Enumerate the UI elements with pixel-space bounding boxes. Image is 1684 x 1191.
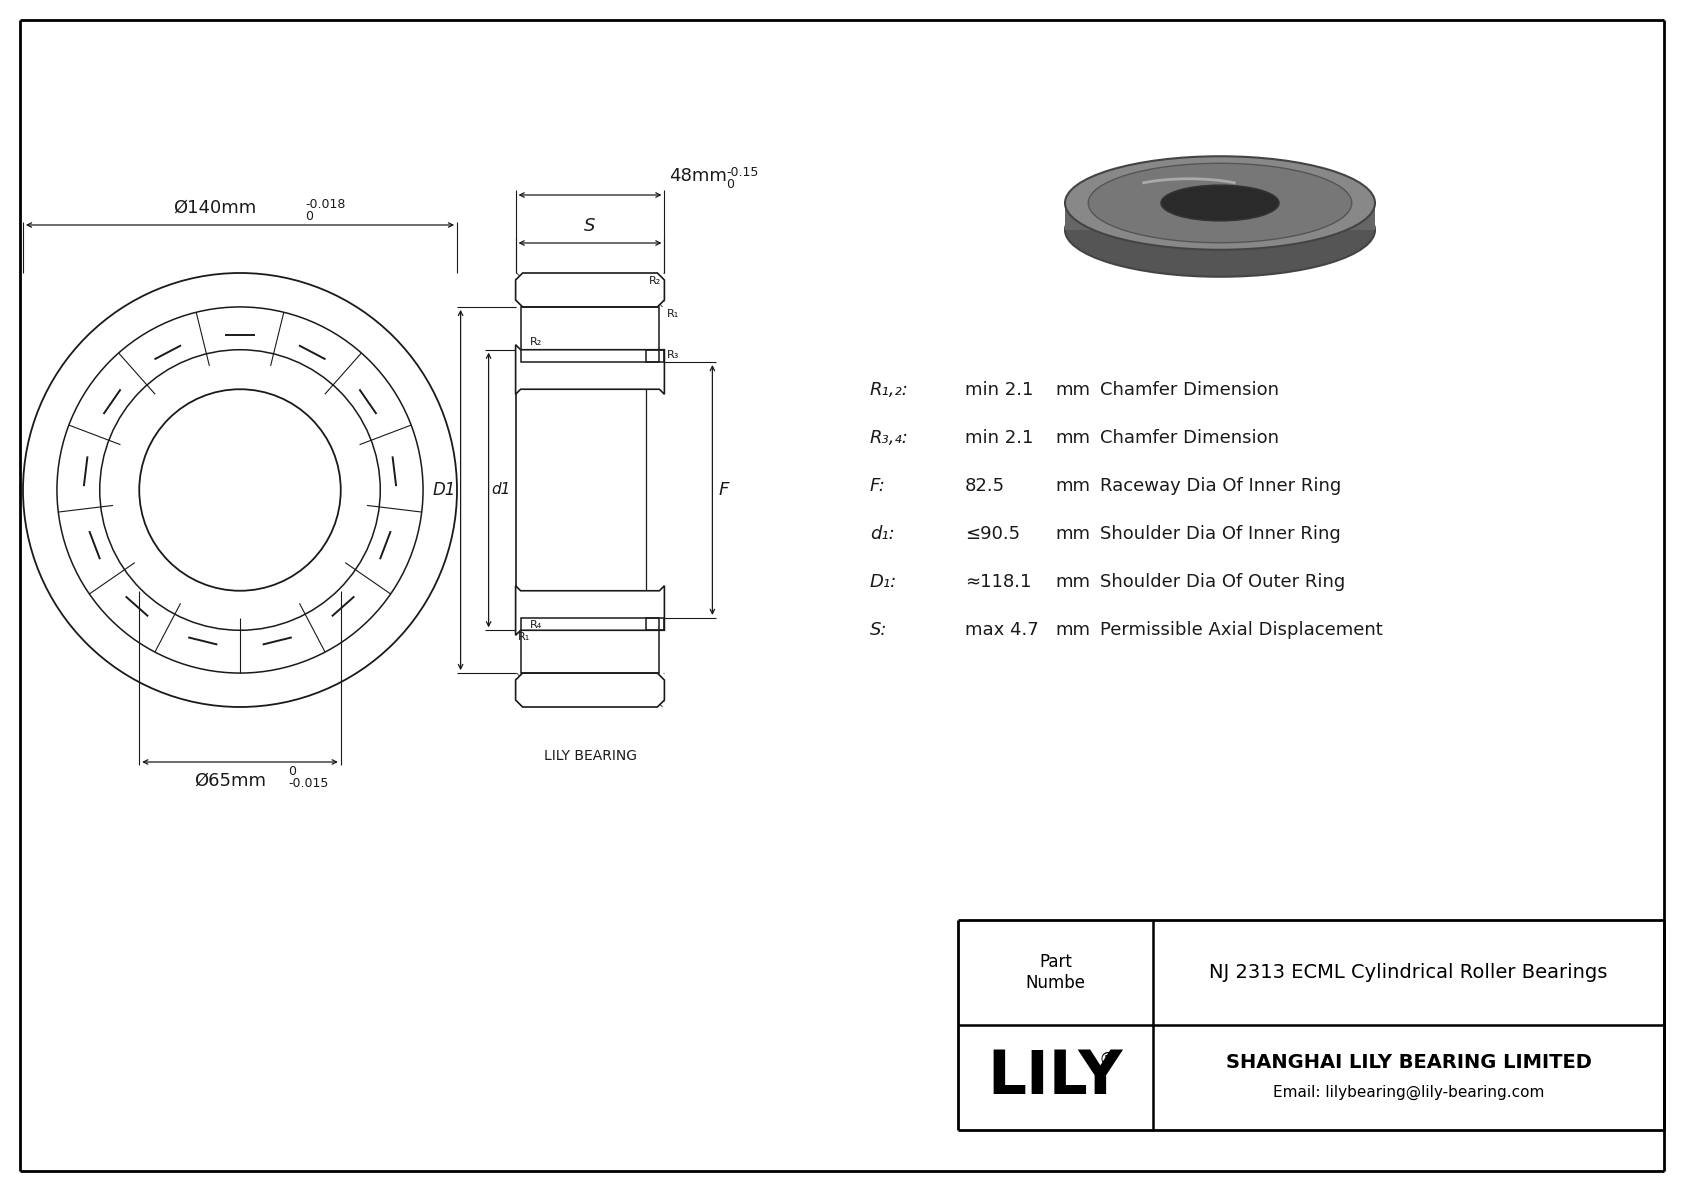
Text: R₁: R₁: [517, 632, 530, 642]
Text: 48mm: 48mm: [670, 167, 727, 185]
Polygon shape: [520, 307, 660, 362]
Text: mm: mm: [1054, 381, 1090, 399]
Polygon shape: [515, 586, 665, 635]
Text: Shoulder Dia Of Outer Ring: Shoulder Dia Of Outer Ring: [1100, 573, 1346, 591]
Text: S: S: [584, 217, 596, 235]
Text: mm: mm: [1054, 525, 1090, 543]
Ellipse shape: [1064, 156, 1376, 250]
Text: mm: mm: [1054, 429, 1090, 447]
Text: LILY: LILY: [989, 1048, 1123, 1106]
Text: R₄: R₄: [529, 619, 542, 630]
Text: R₃: R₃: [667, 350, 679, 360]
Text: max 4.7: max 4.7: [965, 621, 1039, 640]
Text: S:: S:: [871, 621, 887, 640]
Text: 82.5: 82.5: [965, 478, 1005, 495]
Text: -0.015: -0.015: [288, 777, 328, 790]
Polygon shape: [647, 350, 665, 362]
Text: Chamfer Dimension: Chamfer Dimension: [1100, 429, 1280, 447]
Text: min 2.1: min 2.1: [965, 429, 1034, 447]
Text: ≤90.5: ≤90.5: [965, 525, 1021, 543]
Text: 0: 0: [726, 177, 734, 191]
Text: R₁: R₁: [667, 308, 679, 319]
Text: -0.018: -0.018: [305, 198, 345, 211]
Polygon shape: [515, 673, 665, 707]
Polygon shape: [515, 273, 665, 307]
Text: LILY BEARING: LILY BEARING: [544, 749, 637, 763]
Text: R₂: R₂: [529, 337, 542, 347]
Circle shape: [113, 362, 367, 618]
Text: d1: d1: [492, 482, 510, 498]
Text: Permissible Axial Displacement: Permissible Axial Displacement: [1100, 621, 1383, 640]
Text: ≈118.1: ≈118.1: [965, 573, 1031, 591]
Polygon shape: [520, 618, 660, 673]
Polygon shape: [647, 618, 665, 630]
Text: -0.15: -0.15: [726, 166, 759, 179]
Ellipse shape: [1064, 183, 1376, 276]
Text: mm: mm: [1054, 573, 1090, 591]
Text: mm: mm: [1054, 478, 1090, 495]
Ellipse shape: [1160, 186, 1278, 220]
Text: min 2.1: min 2.1: [965, 381, 1034, 399]
Circle shape: [57, 307, 423, 673]
Text: d₁:: d₁:: [871, 525, 894, 543]
Text: F: F: [719, 481, 729, 499]
Text: R₃,₄:: R₃,₄:: [871, 429, 909, 447]
Text: Chamfer Dimension: Chamfer Dimension: [1100, 381, 1280, 399]
Text: R₂: R₂: [648, 276, 662, 286]
Text: R₁,₂:: R₁,₂:: [871, 381, 909, 399]
Text: 0: 0: [305, 210, 313, 223]
Text: ®: ®: [1098, 1050, 1116, 1068]
Circle shape: [24, 273, 456, 707]
Polygon shape: [1160, 202, 1278, 230]
Circle shape: [140, 389, 340, 591]
Polygon shape: [1064, 202, 1376, 230]
Polygon shape: [515, 344, 665, 394]
Circle shape: [99, 350, 381, 630]
Text: NJ 2313 ECML Cylindrical Roller Bearings: NJ 2313 ECML Cylindrical Roller Bearings: [1209, 964, 1608, 983]
Text: D1: D1: [433, 481, 456, 499]
Text: D₁:: D₁:: [871, 573, 898, 591]
Text: Ø140mm: Ø140mm: [173, 199, 256, 217]
Text: 0: 0: [288, 765, 296, 778]
Ellipse shape: [1160, 212, 1278, 248]
Text: F:: F:: [871, 478, 886, 495]
Text: Raceway Dia Of Inner Ring: Raceway Dia Of Inner Ring: [1100, 478, 1340, 495]
Text: Part
Numbe: Part Numbe: [1026, 953, 1086, 992]
Text: mm: mm: [1054, 621, 1090, 640]
Text: Ø65mm: Ø65mm: [194, 772, 266, 790]
Text: Shoulder Dia Of Inner Ring: Shoulder Dia Of Inner Ring: [1100, 525, 1340, 543]
Ellipse shape: [1088, 163, 1352, 243]
Text: Email: lilybearing@lily-bearing.com: Email: lilybearing@lily-bearing.com: [1273, 1085, 1544, 1100]
Text: SHANGHAI LILY BEARING LIMITED: SHANGHAI LILY BEARING LIMITED: [1226, 1053, 1591, 1072]
